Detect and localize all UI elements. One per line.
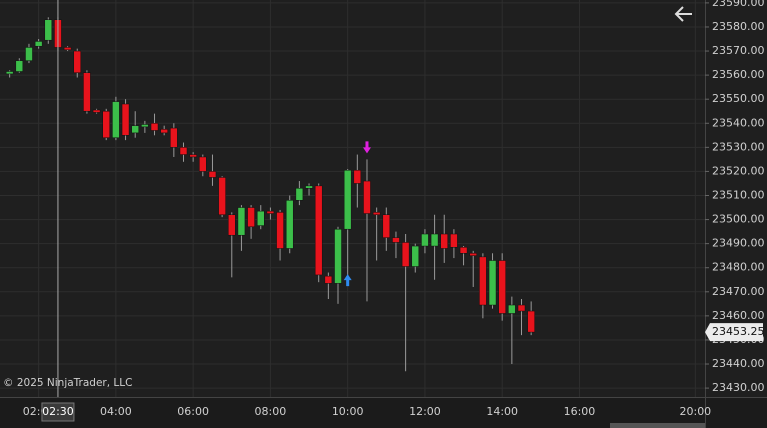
candle-body [440,233,448,249]
candle-body [295,188,304,201]
candle-body [353,169,362,184]
sell-signal [362,141,371,154]
candle-body [92,109,101,113]
y-tick-label: 23500.00 [712,213,765,226]
candle-body [121,103,130,136]
copyright: © 2025 NinjaTrader, LLC [3,377,132,389]
candle-body [266,210,275,214]
crosshair-label: 02:30 [42,405,74,418]
candle-body [517,304,526,312]
candle-body [498,260,506,314]
scrollbar[interactable] [610,423,705,428]
y-tick-label: 23490.00 [712,237,765,250]
candle-body [170,127,178,148]
y-tick-label: 23430.00 [712,381,765,394]
plot-area [0,0,705,397]
candle-body [382,214,391,238]
time-axis-bg [0,397,767,428]
candle-body [112,101,120,138]
y-tick-label: 23530.00 [712,140,765,153]
candle-body [247,207,255,228]
candle-body [25,47,33,61]
candle-body [488,260,497,306]
candle-body [102,110,110,138]
y-tick-label: 23440.00 [712,357,765,370]
y-tick-label: 23560.00 [712,68,765,81]
x-tick-label: 14:00 [486,405,518,418]
candle-body [189,154,197,158]
candle-body [372,212,381,216]
candle-body [363,180,371,214]
candle-body [479,256,487,306]
x-tick-label: 08:00 [255,405,287,418]
candle-body [131,125,139,134]
y-tick-label: 23480.00 [712,261,765,274]
y-tick-label: 23520.00 [712,164,765,177]
last-price-box [705,323,763,342]
y-tick-label: 23540.00 [712,116,765,129]
last-price-label: 23453.25 [712,325,765,338]
candle-body [218,177,226,216]
candle-body [324,275,333,284]
candle-body [411,245,420,267]
candle-body [73,50,82,73]
crosshair-box [41,402,75,422]
candle-body [179,147,188,155]
candle-body [305,185,313,189]
candle-body [459,247,468,254]
candle-body [450,233,458,248]
candle-body [508,304,516,314]
y-tick-label: 23570.00 [712,44,765,57]
candle-body [5,71,14,75]
candle-body [34,41,43,47]
candle-body [150,123,159,131]
y-tick-label: 23470.00 [712,285,765,298]
candle-body [15,60,24,72]
candle-body [285,200,294,249]
y-tick-label: 23460.00 [712,309,765,322]
candle-body [392,237,400,243]
y-tick-label: 23550.00 [712,92,765,105]
candle-body [430,233,439,247]
candle-body [199,156,207,172]
y-tick-label: 23580.00 [712,20,765,33]
candle-body [63,47,72,51]
candle-body [334,228,342,284]
y-tick-label: 23510.00 [712,188,765,201]
back-arrow[interactable] [674,6,692,22]
candle-body [314,185,323,276]
x-tick-label: 04:00 [100,405,132,418]
x-tick-label: 12:00 [409,405,441,418]
candle-body [401,242,410,267]
x-tick-label: 10:00 [332,405,364,418]
candle-body [160,129,168,134]
candle-body [276,212,284,249]
candle-body [83,72,91,112]
candle-body [469,253,477,256]
x-tick-label: 20:00 [679,405,711,418]
x-tick-label: 16:00 [564,405,596,418]
candle-body [141,124,149,128]
candle-body [257,210,265,226]
candle-body [421,233,429,247]
candle-body [527,310,535,333]
buy-signal [343,274,352,287]
candle-body [44,19,53,41]
y-tick-label: 23590.00 [712,0,765,9]
candle-body [237,207,246,236]
candle-body [343,169,352,230]
candle-body [208,171,217,178]
x-tick-label: 06:00 [177,405,209,418]
candle-body [228,214,236,236]
